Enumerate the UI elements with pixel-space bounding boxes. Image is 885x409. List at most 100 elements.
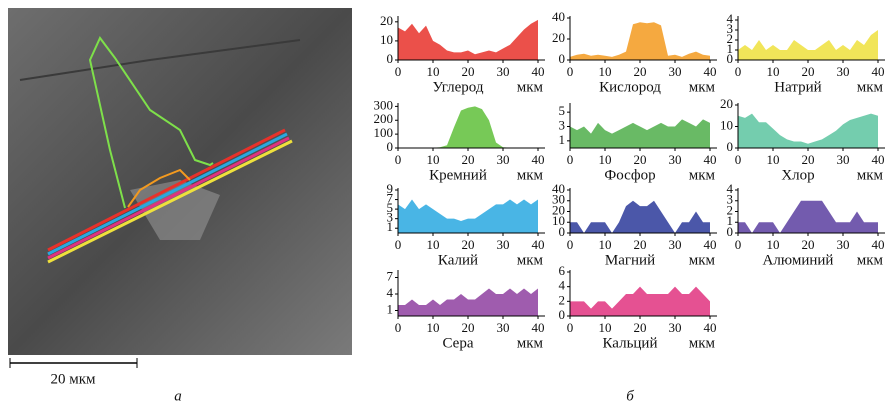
x-tick-label: 30 (497, 64, 510, 79)
area (570, 286, 710, 316)
panel-label: а (174, 388, 182, 404)
x-tick-label: 30 (497, 152, 510, 167)
chart-title: Сера (442, 335, 473, 351)
x-tick-label: 0 (567, 64, 574, 79)
crack (19, 39, 301, 81)
x-tick-label: 40 (704, 237, 717, 252)
x-tick-label: 10 (767, 152, 780, 167)
scale-label: 20 мкм (50, 371, 96, 387)
y-tick-label: 7 (387, 268, 394, 283)
x-tick-label: 0 (735, 64, 742, 79)
chart-title: Углерод (432, 79, 483, 95)
x-tick-label: 10 (767, 237, 780, 252)
y-tick-label: 0 (727, 51, 734, 66)
x-tick-label: 20 (802, 237, 815, 252)
x-tick-label: 10 (427, 320, 440, 335)
o-profile (127, 168, 191, 208)
chart-title: Хлор (781, 167, 814, 183)
area (570, 200, 710, 233)
x-tick-label: 10 (599, 320, 612, 335)
y-tick-label: 300 (374, 97, 394, 112)
scan-line (47, 128, 286, 252)
y-tick-label: 20 (552, 202, 565, 217)
y-tick-label: 3 (727, 192, 734, 207)
si-profile (88, 36, 214, 209)
x-tick-label: 20 (634, 237, 647, 252)
scan-line (47, 139, 293, 264)
y-tick-label: 0 (727, 139, 734, 154)
y-tick-label: 4 (559, 278, 566, 293)
y-tick-label: 3 (559, 117, 566, 132)
y-tick-label: 3 (387, 210, 394, 225)
x-tick-label: 40 (872, 64, 885, 79)
sem-image: 20 мкм а (8, 8, 352, 404)
y-tick-label: 1 (727, 213, 734, 228)
x-tick-label: 40 (704, 320, 717, 335)
y-tick-label: 10 (380, 32, 393, 47)
x-tick-label: 20 (462, 237, 475, 252)
x-axis-label: мкм (517, 252, 544, 268)
x-tick-label: 20 (634, 64, 647, 79)
area (738, 113, 878, 148)
x-tick-label: 30 (669, 320, 682, 335)
y-tick-label: 2 (559, 292, 566, 307)
x-tick-label: 40 (872, 237, 885, 252)
x-tick-label: 40 (532, 64, 545, 79)
chart-title: Калий (438, 252, 478, 268)
y-tick-label: 5 (387, 200, 394, 215)
x-axis-label: мкм (857, 167, 884, 183)
y-tick-label: 20 (552, 30, 565, 45)
y-tick-label: 0 (559, 51, 566, 66)
x-tick-label: 0 (567, 152, 574, 167)
y-tick-label: 20 (380, 13, 393, 28)
chart-title: Магний (605, 252, 655, 268)
chart-title: Алюминий (763, 252, 834, 268)
x-tick-label: 0 (567, 320, 574, 335)
x-axis-label: мкм (689, 335, 716, 351)
x-axis-label: мкм (517, 79, 544, 95)
y-tick-label: 6 (559, 263, 566, 278)
y-tick-label: 0 (559, 307, 566, 322)
x-tick-label: 20 (462, 320, 475, 335)
x-tick-label: 40 (532, 237, 545, 252)
x-tick-label: 30 (837, 237, 850, 252)
y-tick-label: 0 (727, 224, 734, 239)
x-tick-label: 30 (669, 152, 682, 167)
panel-label: б (626, 388, 634, 404)
y-tick-label: 1 (387, 219, 394, 234)
x-tick-label: 40 (704, 152, 717, 167)
area (398, 106, 538, 148)
x-tick-label: 0 (395, 237, 402, 252)
x-tick-label: 20 (802, 152, 815, 167)
area (570, 119, 710, 148)
x-tick-label: 0 (735, 237, 742, 252)
y-tick-label: 1 (727, 41, 734, 56)
chart-title: Кислород (599, 79, 661, 95)
y-tick-label: 40 (552, 9, 565, 24)
x-tick-label: 10 (599, 237, 612, 252)
y-tick-label: 30 (552, 192, 565, 207)
y-tick-label: 20 (720, 96, 733, 111)
x-axis-label: мкм (689, 252, 716, 268)
chart-title: Кремний (429, 167, 487, 183)
scan-line (47, 136, 290, 260)
x-tick-label: 0 (735, 152, 742, 167)
scan-line (47, 132, 288, 256)
y-tick-label: 0 (387, 51, 394, 66)
x-tick-label: 10 (427, 152, 440, 167)
x-tick-label: 20 (462, 152, 475, 167)
chart-title: Фосфор (604, 167, 655, 183)
x-tick-label: 40 (532, 320, 545, 335)
x-tick-label: 40 (872, 152, 885, 167)
x-tick-label: 20 (634, 152, 647, 167)
x-tick-label: 10 (427, 237, 440, 252)
x-axis-label: мкм (857, 252, 884, 268)
x-axis-label: мкм (857, 79, 884, 95)
y-tick-label: 2 (727, 31, 734, 46)
x-tick-label: 30 (837, 64, 850, 79)
y-tick-label: 0 (559, 224, 566, 239)
area (570, 22, 710, 60)
y-tick-label: 1 (387, 301, 394, 316)
area (398, 199, 538, 233)
x-tick-label: 40 (704, 64, 717, 79)
